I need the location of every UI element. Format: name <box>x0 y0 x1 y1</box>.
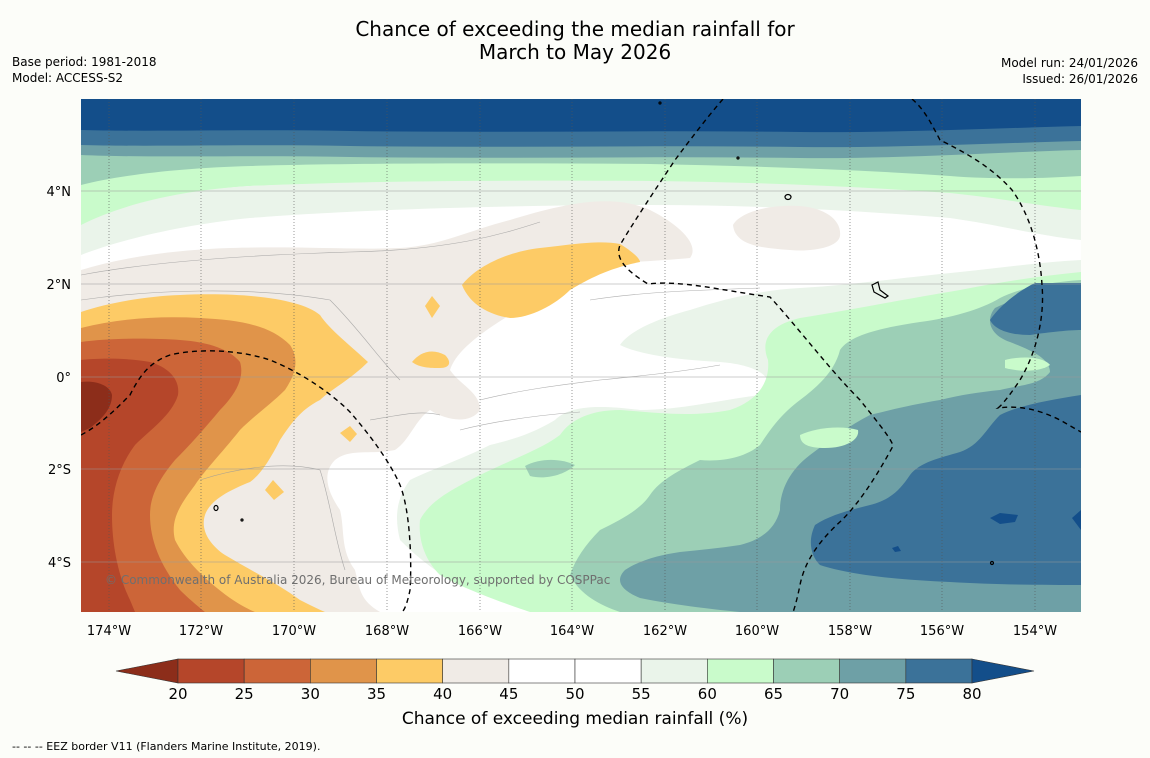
contour-lines <box>81 221 761 571</box>
x-tick: 156°W <box>920 624 964 639</box>
yellow-patch-small-3 <box>340 426 357 442</box>
teal-patch-1 <box>525 459 575 478</box>
yellow-patch-small-4 <box>265 480 284 500</box>
y-tick: 0° <box>56 371 71 386</box>
colorbar-tick: 75 <box>896 685 915 703</box>
colorbar-tick-labels: 20 25 30 35 40 45 50 55 60 65 70 75 80 <box>168 685 981 703</box>
colorbar-tick: 30 <box>301 685 320 703</box>
colorbar-tick: 50 <box>565 685 584 703</box>
colorbar-segment <box>508 658 576 684</box>
x-tick: 166°W <box>458 624 502 639</box>
green-patch-1 <box>800 427 859 448</box>
colorbar-tick: 80 <box>962 685 981 703</box>
y-tick: 4°N <box>47 185 72 200</box>
colorbar-extend-low <box>115 658 179 684</box>
x-tick: 162°W <box>643 624 687 639</box>
colorbar-segment <box>177 658 245 684</box>
island-5 <box>658 101 662 105</box>
band-70-75-top <box>81 141 1081 161</box>
band-75-80-east-north <box>990 283 1081 335</box>
y-tick-labels: 4°N 2°N 0° 2°S 4°S <box>47 185 72 571</box>
band-above-80-patch-3 <box>892 546 901 552</box>
issued-date: Issued: 26/01/2026 <box>1022 72 1138 86</box>
x-tick: 174°W <box>87 624 131 639</box>
y-tick: 2°N <box>47 278 72 293</box>
band-75-80-east-south <box>810 395 1081 585</box>
island-2 <box>871 281 890 299</box>
colorbar-tick: 40 <box>433 685 452 703</box>
colorbar-tick: 35 <box>367 685 386 703</box>
eez-footnote: -- -- -- EEZ border V11 (Flanders Marine… <box>12 740 321 753</box>
band-75-80-top <box>81 126 1081 152</box>
rainfall-map <box>81 99 1081 612</box>
x-tick: 168°W <box>365 624 409 639</box>
band-55-60-top <box>81 180 1081 255</box>
colorbar-segment <box>640 658 708 684</box>
colorbar-segment <box>243 658 311 684</box>
x-tick: 154°W <box>1013 624 1057 639</box>
band-below-20 <box>81 381 112 432</box>
colorbar-segment <box>905 658 973 684</box>
island-6 <box>736 156 740 160</box>
meta-right: Model run: 24/01/2026 Issued: 26/01/2026 <box>1001 55 1138 87</box>
x-tick-labels: 174°W 172°W 170°W 168°W 166°W 164°W 162°… <box>87 624 1057 639</box>
colorbar-segments <box>177 658 973 684</box>
band-20-25 <box>81 358 179 612</box>
colorbar-segment <box>574 658 642 684</box>
colorbar-segment <box>707 658 774 684</box>
colorbar-segment <box>773 658 840 684</box>
x-tick: 164°W <box>550 624 594 639</box>
island-3 <box>213 504 219 512</box>
yellow-patch-central <box>462 242 640 318</box>
base-period: Base period: 1981-2018 <box>12 55 157 69</box>
band-above-80-patch-2 <box>1072 510 1081 530</box>
band-above-80-patch-1 <box>990 513 1018 524</box>
x-tick: 158°W <box>828 624 872 639</box>
x-tick: 170°W <box>272 624 316 639</box>
colorbar-label: Chance of exceeding median rainfall (%) <box>401 709 749 729</box>
title-line-1: Chance of exceeding the median rainfall … <box>355 17 795 41</box>
colorbar-tick: 65 <box>764 685 783 703</box>
yellow-patch-small-2 <box>412 351 450 368</box>
yellow-patch-small-1 <box>425 296 440 318</box>
green-patch-2 <box>1005 357 1050 371</box>
model-run: Model run: 24/01/2026 <box>1000 56 1138 70</box>
colorbar-tick: 25 <box>235 685 254 703</box>
y-tick: 2°S <box>48 463 71 478</box>
colorbar-segment <box>310 658 377 684</box>
colorbar: 20 25 30 35 40 45 50 55 60 65 70 75 80 <box>115 658 1035 703</box>
band-above-80 <box>81 99 1081 140</box>
model-name: Model: ACCESS-S2 <box>12 71 124 85</box>
islands <box>213 101 995 566</box>
graticule-lat <box>81 190 1081 563</box>
colorbar-tick: 55 <box>632 685 651 703</box>
colorbar-tick: 60 <box>698 685 717 703</box>
meta-left: Base period: 1981-2018 Model: ACCESS-S2 <box>12 54 157 86</box>
colorbar-tick: 45 <box>499 685 518 703</box>
band-60-65-top <box>81 163 1081 235</box>
copyright-notice: © Commonwealth of Australia 2026, Bureau… <box>105 573 611 587</box>
island-4 <box>240 518 244 522</box>
title-line-2: March to May 2026 <box>478 40 672 64</box>
island-1 <box>784 193 792 201</box>
band-65-70-top <box>81 150 1081 200</box>
colorbar-extend-high <box>971 658 1035 684</box>
colorbar-segment <box>442 658 510 684</box>
beige-patch-east <box>733 205 841 251</box>
colorbar-segment <box>376 658 443 684</box>
x-tick: 172°W <box>179 624 223 639</box>
colorbar-tick: 20 <box>168 685 187 703</box>
island-7 <box>989 560 995 566</box>
colorbar-tick: 70 <box>830 685 849 703</box>
y-tick: 4°S <box>48 556 71 571</box>
chart-title: Chance of exceeding the median rainfall … <box>0 18 1150 64</box>
x-tick: 160°W <box>735 624 779 639</box>
eez-borders <box>81 99 1081 612</box>
colorbar-segment <box>839 658 907 684</box>
